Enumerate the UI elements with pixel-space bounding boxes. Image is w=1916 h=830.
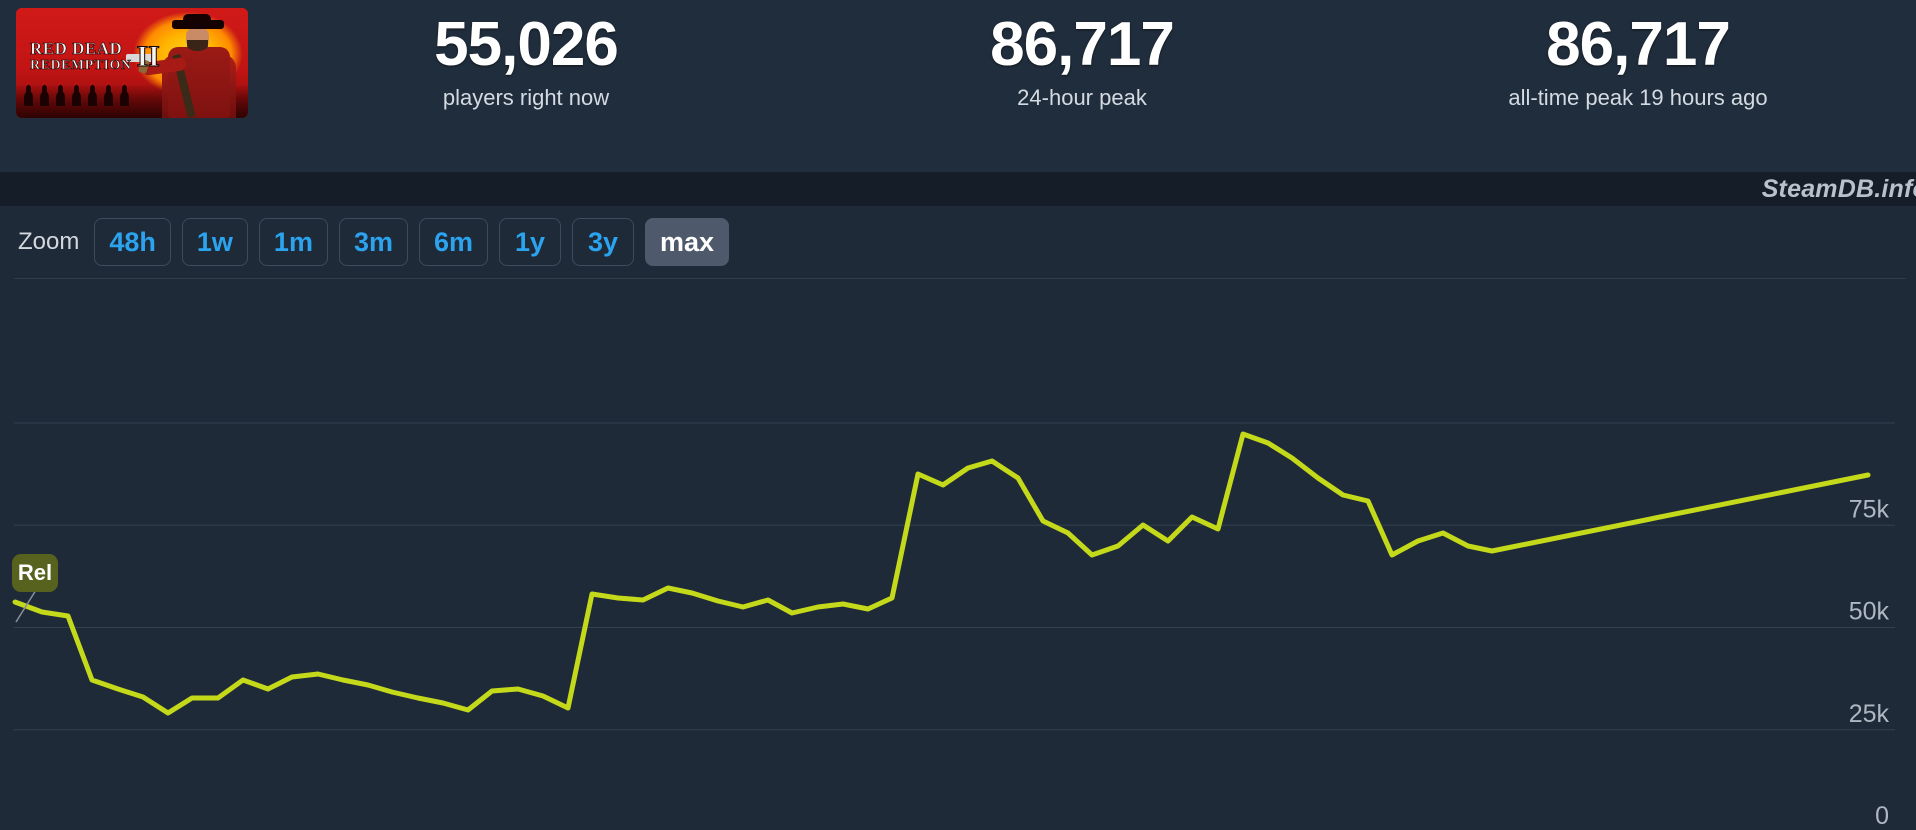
cover-logo-line2: REDEMPTION: [30, 58, 132, 73]
stat-value: 55,026: [434, 10, 619, 79]
stat-label: players right now: [442, 85, 610, 111]
zoom-controls: Zoom 48h 1w 1m 3m 6m 1y 3y max: [18, 218, 730, 266]
zoom-button-48h[interactable]: 48h: [94, 218, 171, 266]
zoom-button-6m[interactable]: 6m: [418, 218, 489, 266]
zoom-label: Zoom: [18, 228, 80, 255]
cover-logo-line1: RED DEAD: [30, 39, 123, 58]
y-tick-label: 50k: [1849, 598, 1890, 626]
zoom-button-1y[interactable]: 1y: [499, 218, 562, 266]
zoom-button-max[interactable]: max: [645, 218, 730, 266]
zoom-button-3m[interactable]: 3m: [338, 218, 408, 266]
release-flag-connector: [15, 589, 37, 623]
y-tick-label: 0: [1875, 802, 1889, 830]
stat-block: 86,717 24-hour peak: [804, 0, 1360, 150]
chart-gridlines: [14, 422, 1895, 731]
stat-block: 86,717 all-time peak 19 hours ago: [1360, 0, 1916, 150]
steamdb-watermark: SteamDB.info: [1761, 175, 1916, 203]
stat-value: 86,717: [1546, 10, 1731, 79]
cover-logo-numeral: II: [136, 39, 160, 73]
y-tick-label: 75k: [1849, 495, 1890, 523]
y-axis-labels: 0 25k 50k 75k: [1849, 495, 1890, 830]
stats-row: 55,026 players right now 86,717 24-hour pea…: [248, 0, 1916, 150]
zoom-button-3y[interactable]: 3y: [572, 218, 635, 266]
watermark-bar: SteamDB.info: [0, 172, 1916, 206]
panel-divider: [14, 278, 1906, 279]
game-cover-art[interactable]: RED DEAD REDEMPTION II: [16, 8, 248, 118]
game-header: RED DEAD REDEMPTION II 55,026 players rig…: [0, 0, 1916, 172]
stat-value: 86,717: [990, 10, 1175, 79]
stat-block: 55,026 players right now: [248, 0, 804, 150]
zoom-button-1w[interactable]: 1w: [181, 218, 248, 266]
release-flag-box[interactable]: [12, 554, 58, 592]
release-flag-label: Rel: [18, 560, 52, 585]
y-tick-label: 25k: [1849, 700, 1890, 728]
zoom-button-1m[interactable]: 1m: [258, 218, 328, 266]
stat-label: all-time peak 19 hours ago: [1508, 85, 1768, 111]
cover-character-silhouette: [126, 14, 242, 118]
cover-riders-silhouette: [24, 82, 144, 106]
cover-logo: RED DEAD REDEMPTION II: [30, 39, 161, 73]
stat-label: 24-hour peak: [1017, 85, 1147, 111]
release-flag-annotation[interactable]: Rel: [12, 554, 58, 623]
player-count-line: [12, 431, 1871, 716]
